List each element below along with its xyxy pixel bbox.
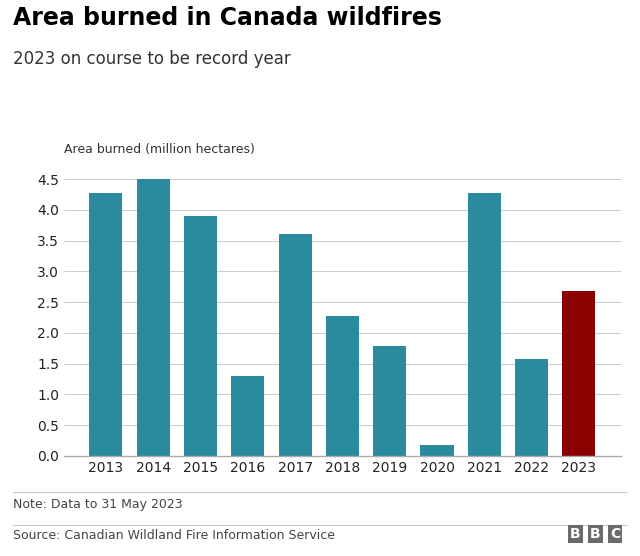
Bar: [136, 179, 170, 456]
Text: C: C: [610, 527, 620, 542]
Bar: [231, 376, 264, 456]
Text: B: B: [570, 527, 580, 542]
Bar: [184, 216, 217, 456]
Text: Source: Canadian Wildland Fire Information Service: Source: Canadian Wildland Fire Informati…: [13, 529, 335, 542]
Bar: [278, 235, 312, 456]
Text: Area burned in Canada wildfires: Area burned in Canada wildfires: [13, 6, 442, 29]
Text: B: B: [590, 527, 600, 542]
Bar: [373, 346, 406, 456]
Bar: [468, 192, 501, 456]
Bar: [90, 192, 122, 456]
Text: Area burned (million hectares): Area burned (million hectares): [64, 143, 255, 156]
Text: Note: Data to 31 May 2023: Note: Data to 31 May 2023: [13, 498, 182, 510]
Bar: [420, 445, 454, 456]
Bar: [515, 359, 548, 456]
Bar: [326, 316, 359, 456]
Text: 2023 on course to be record year: 2023 on course to be record year: [13, 50, 291, 68]
Bar: [563, 291, 595, 456]
